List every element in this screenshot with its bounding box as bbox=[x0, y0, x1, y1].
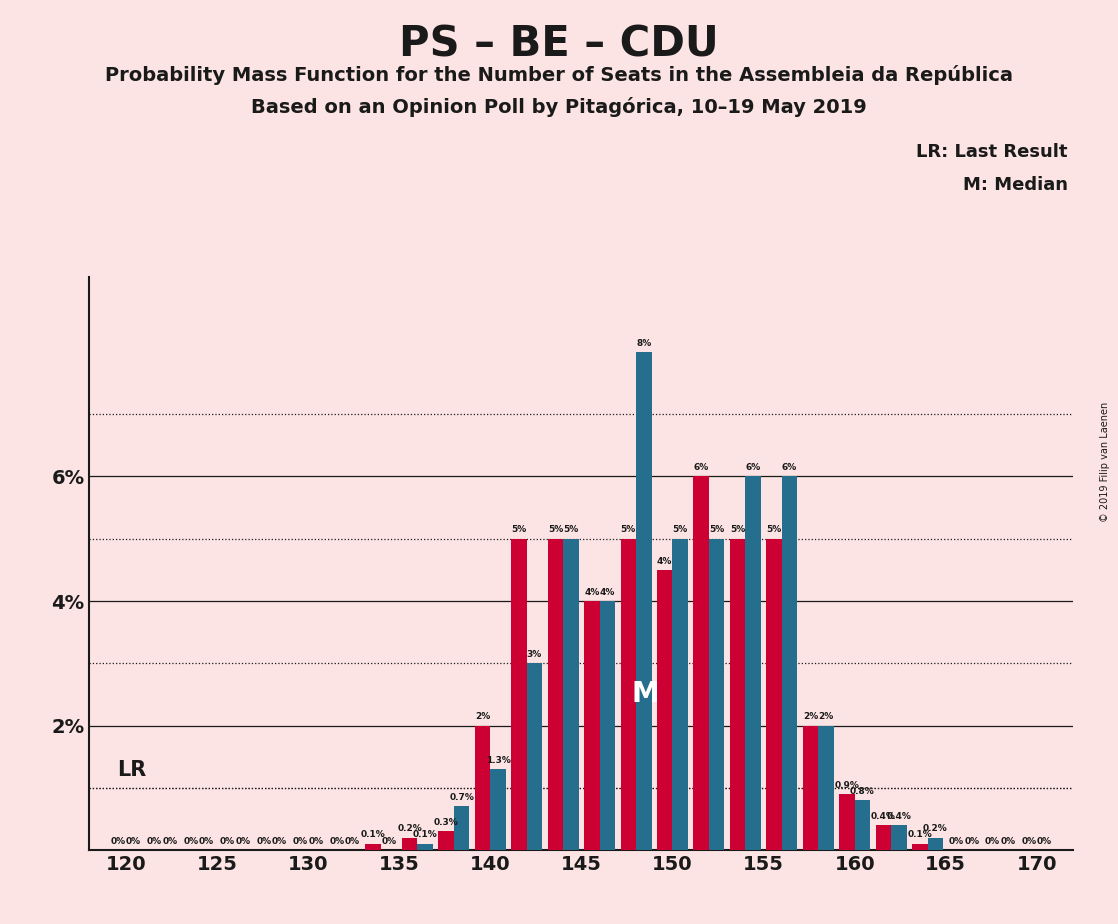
Text: 0%: 0% bbox=[199, 837, 214, 845]
Text: 0.4%: 0.4% bbox=[887, 812, 911, 821]
Bar bbox=[803, 725, 818, 850]
Bar bbox=[401, 838, 417, 850]
Text: 4%: 4% bbox=[657, 556, 672, 565]
Bar bbox=[766, 539, 781, 850]
Bar bbox=[840, 794, 854, 850]
Text: 0.4%: 0.4% bbox=[871, 812, 896, 821]
Text: 0%: 0% bbox=[293, 837, 307, 845]
Bar bbox=[912, 844, 928, 850]
Text: 0.2%: 0.2% bbox=[922, 824, 948, 833]
Bar bbox=[672, 539, 688, 850]
Text: 1.3%: 1.3% bbox=[485, 756, 511, 765]
Bar bbox=[599, 601, 615, 850]
Text: 5%: 5% bbox=[730, 526, 746, 534]
Text: LR: Last Result: LR: Last Result bbox=[916, 143, 1068, 161]
Bar bbox=[417, 844, 433, 850]
Bar bbox=[746, 477, 761, 850]
Bar bbox=[928, 838, 942, 850]
Text: 0%: 0% bbox=[1001, 837, 1016, 845]
Bar bbox=[636, 352, 652, 850]
Text: 0%: 0% bbox=[309, 837, 323, 845]
Text: 0%: 0% bbox=[111, 837, 125, 845]
Text: 0.2%: 0.2% bbox=[397, 824, 421, 833]
Text: 0%: 0% bbox=[183, 837, 199, 845]
Text: 0.8%: 0.8% bbox=[850, 787, 874, 796]
Text: 0%: 0% bbox=[126, 837, 141, 845]
Text: PS – BE – CDU: PS – BE – CDU bbox=[399, 23, 719, 65]
Text: 0%: 0% bbox=[162, 837, 178, 845]
Bar bbox=[709, 539, 724, 850]
Text: 4%: 4% bbox=[599, 588, 615, 597]
Text: 5%: 5% bbox=[673, 526, 688, 534]
Bar bbox=[875, 825, 891, 850]
Bar bbox=[491, 769, 505, 850]
Bar bbox=[620, 539, 636, 850]
Bar bbox=[527, 663, 542, 850]
Bar bbox=[366, 844, 381, 850]
Text: 0%: 0% bbox=[329, 837, 344, 845]
Text: 0.3%: 0.3% bbox=[434, 818, 458, 827]
Text: 0%: 0% bbox=[272, 837, 287, 845]
Text: 3%: 3% bbox=[527, 650, 542, 659]
Bar bbox=[781, 477, 797, 850]
Text: 0%: 0% bbox=[964, 837, 979, 845]
Text: 0%: 0% bbox=[1022, 837, 1036, 845]
Text: 0%: 0% bbox=[381, 837, 396, 845]
Bar bbox=[657, 570, 672, 850]
Text: 8%: 8% bbox=[636, 338, 652, 347]
Text: 5%: 5% bbox=[511, 526, 527, 534]
Text: 5%: 5% bbox=[620, 526, 636, 534]
Text: 2%: 2% bbox=[475, 712, 490, 721]
Bar bbox=[693, 477, 709, 850]
Text: M: M bbox=[632, 680, 659, 709]
Text: 5%: 5% bbox=[563, 526, 578, 534]
Text: 0%: 0% bbox=[146, 837, 162, 845]
Bar bbox=[730, 539, 746, 850]
Bar bbox=[891, 825, 907, 850]
Text: 2%: 2% bbox=[803, 712, 818, 721]
Text: 0.1%: 0.1% bbox=[908, 831, 932, 840]
Text: LR: LR bbox=[116, 760, 146, 781]
Text: 2%: 2% bbox=[818, 712, 834, 721]
Text: 0%: 0% bbox=[949, 837, 964, 845]
Bar bbox=[438, 832, 454, 850]
Text: Probability Mass Function for the Number of Seats in the Assembleia da República: Probability Mass Function for the Number… bbox=[105, 65, 1013, 85]
Text: © 2019 Filip van Laenen: © 2019 Filip van Laenen bbox=[1100, 402, 1110, 522]
Text: 5%: 5% bbox=[767, 526, 781, 534]
Bar bbox=[584, 601, 599, 850]
Bar bbox=[511, 539, 527, 850]
Text: 0%: 0% bbox=[1038, 837, 1052, 845]
Text: 6%: 6% bbox=[746, 463, 760, 472]
Text: 0%: 0% bbox=[220, 837, 235, 845]
Text: 5%: 5% bbox=[548, 526, 563, 534]
Text: 5%: 5% bbox=[709, 526, 724, 534]
Text: 0.1%: 0.1% bbox=[413, 831, 437, 840]
Bar bbox=[475, 725, 491, 850]
Text: 0.9%: 0.9% bbox=[834, 781, 860, 790]
Text: 0%: 0% bbox=[256, 837, 272, 845]
Text: 6%: 6% bbox=[693, 463, 709, 472]
Text: 0.7%: 0.7% bbox=[449, 793, 474, 802]
Text: 4%: 4% bbox=[584, 588, 599, 597]
Bar bbox=[818, 725, 834, 850]
Text: 0%: 0% bbox=[344, 837, 360, 845]
Text: 6%: 6% bbox=[781, 463, 797, 472]
Bar bbox=[854, 800, 870, 850]
Bar bbox=[548, 539, 563, 850]
Bar bbox=[454, 807, 470, 850]
Text: 0%: 0% bbox=[985, 837, 1001, 845]
Bar bbox=[563, 539, 579, 850]
Text: 0.1%: 0.1% bbox=[361, 831, 386, 840]
Text: M: Median: M: Median bbox=[963, 176, 1068, 193]
Text: Based on an Opinion Poll by Pitagórica, 10–19 May 2019: Based on an Opinion Poll by Pitagórica, … bbox=[252, 97, 866, 117]
Text: 0%: 0% bbox=[236, 837, 250, 845]
